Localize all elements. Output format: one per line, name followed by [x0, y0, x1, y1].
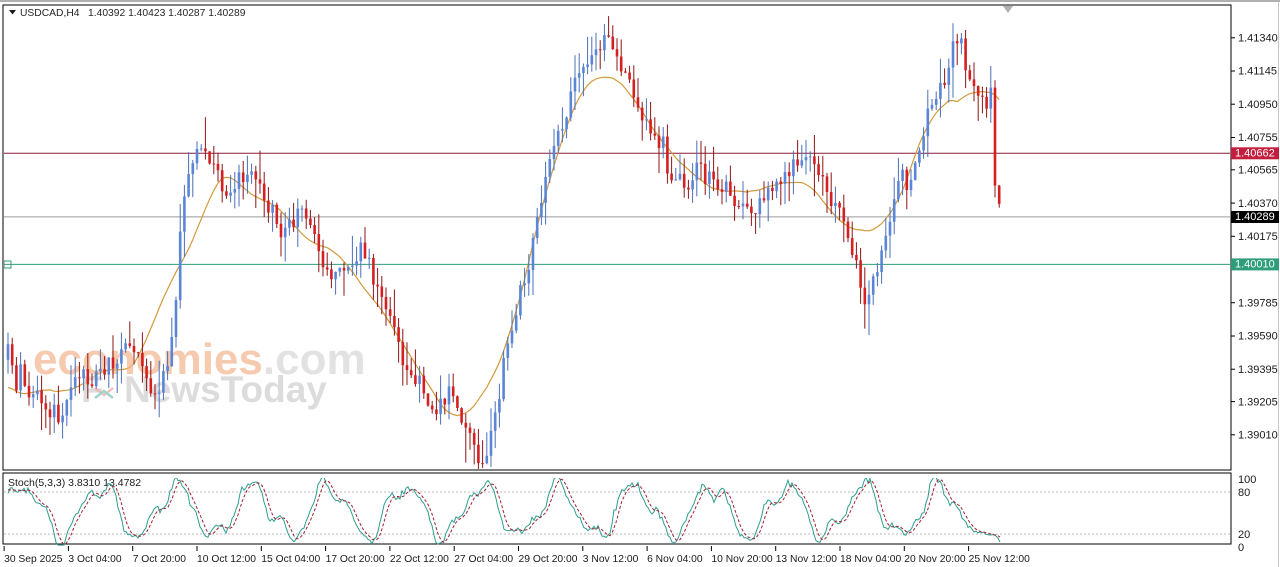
svg-text:6 Nov 04:00: 6 Nov 04:00	[647, 554, 703, 565]
svg-text:80: 80	[1238, 487, 1250, 499]
svg-text:30 Sep 2025: 30 Sep 2025	[4, 554, 63, 565]
svg-text:1.40392 1.40423 1.40287 1.4028: 1.40392 1.40423 1.40287 1.40289	[88, 8, 246, 19]
svg-text:1.41340: 1.41340	[1238, 33, 1278, 45]
svg-text:1.39395: 1.39395	[1238, 364, 1278, 376]
svg-text:0: 0	[1238, 542, 1244, 554]
svg-text:1.40010: 1.40010	[1235, 259, 1275, 271]
svg-text:1.39590: 1.39590	[1238, 331, 1278, 343]
svg-text:15 Oct 04:00: 15 Oct 04:00	[261, 554, 320, 565]
svg-text:1.40175: 1.40175	[1238, 231, 1278, 243]
svg-text:18 Nov 04:00: 18 Nov 04:00	[840, 554, 902, 565]
svg-text:20: 20	[1238, 529, 1250, 541]
svg-text:17 Oct 20:00: 17 Oct 20:00	[326, 554, 385, 565]
svg-text:1.40289: 1.40289	[1235, 211, 1275, 223]
svg-text:29 Oct 20:00: 29 Oct 20:00	[519, 554, 578, 565]
svg-text:1.40755: 1.40755	[1238, 132, 1278, 144]
svg-text:3 Nov 12:00: 3 Nov 12:00	[583, 554, 639, 565]
svg-text:3 Oct 04:00: 3 Oct 04:00	[68, 554, 122, 565]
svg-text:NewsToday: NewsToday	[124, 369, 327, 410]
svg-text:1.41145: 1.41145	[1238, 66, 1277, 78]
svg-text:10 Oct 12:00: 10 Oct 12:00	[197, 554, 256, 565]
svg-text:20 Nov 20:00: 20 Nov 20:00	[904, 554, 966, 565]
svg-text:13 Nov 12:00: 13 Nov 12:00	[776, 554, 838, 565]
svg-text:1.39010: 1.39010	[1238, 430, 1278, 442]
svg-text:1.40662: 1.40662	[1235, 148, 1275, 160]
svg-text:10 Nov 20:00: 10 Nov 20:00	[711, 554, 773, 565]
svg-text:USDCAD,H4: USDCAD,H4	[20, 8, 80, 19]
svg-text:22 Oct 12:00: 22 Oct 12:00	[390, 554, 449, 565]
svg-text:27 Oct 04:00: 27 Oct 04:00	[454, 554, 513, 565]
svg-text:1.40370: 1.40370	[1238, 198, 1278, 210]
svg-text:1.39785: 1.39785	[1238, 297, 1278, 309]
svg-text:1.40565: 1.40565	[1238, 165, 1278, 177]
svg-text:100: 100	[1238, 474, 1256, 486]
svg-text:25 Nov 12:00: 25 Nov 12:00	[969, 554, 1031, 565]
svg-text:1.39205: 1.39205	[1238, 396, 1278, 408]
svg-text:1.40950: 1.40950	[1238, 99, 1278, 111]
svg-text:7 Oct 20:00: 7 Oct 20:00	[133, 554, 187, 565]
